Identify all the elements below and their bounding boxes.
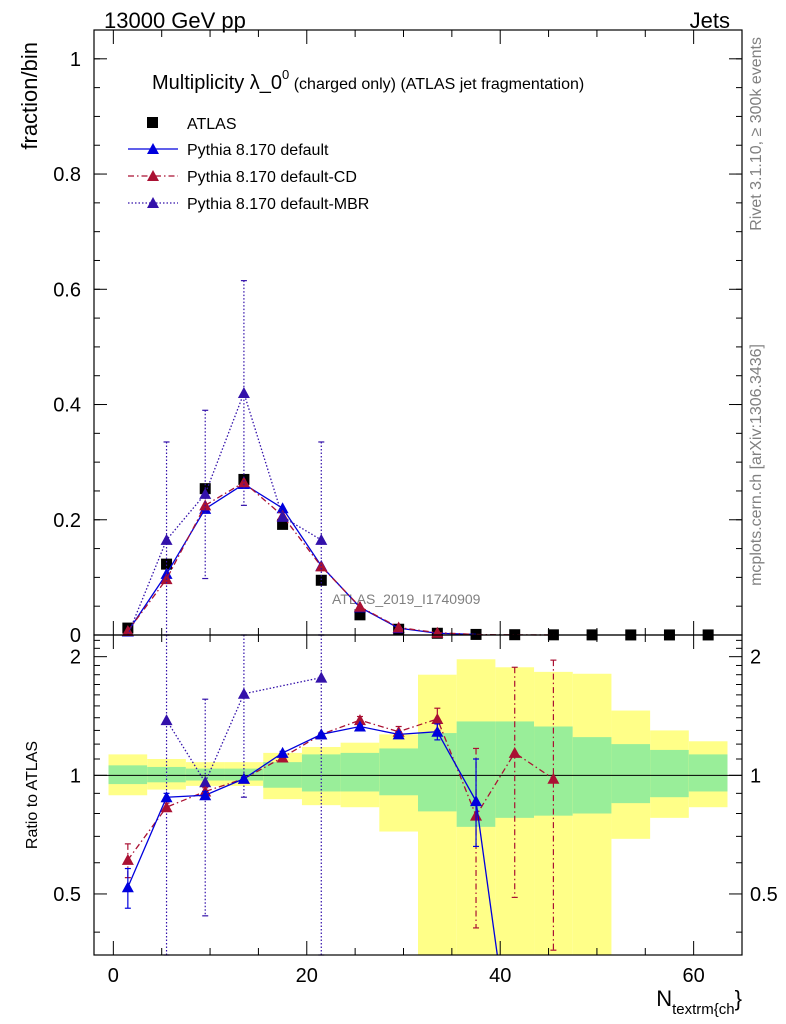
ratio-y-tick-label-right: 0.5: [750, 884, 778, 906]
ratio-cd-marker: [160, 801, 173, 813]
data-series: [121, 280, 714, 956]
legend-item-default: Pythia 8.170 default: [128, 142, 329, 159]
plot-title: Multiplicity λ_00 (charged only) (ATLAS …: [152, 67, 584, 94]
x-axis-label: Ntextrm{ch}: [656, 986, 742, 1018]
ratio-plot-frame: [93, 634, 743, 956]
atlas-data-point: [315, 574, 327, 586]
uncertainty-bands: [108, 659, 728, 955]
ratio-cd-marker: [547, 772, 560, 784]
main-y-tick-label: 1: [70, 49, 81, 71]
ratio-cd-marker: [353, 714, 366, 726]
main-y-tick-label: 0.2: [53, 510, 81, 532]
ratio-y-tick-label: 1: [70, 765, 81, 787]
band-inner-bin: [611, 744, 651, 804]
ratio-default-marker: [237, 772, 250, 784]
main-cd-line: [127, 481, 554, 636]
ratio-default-marker: [470, 795, 483, 807]
main-y-tick-label: 0: [70, 625, 81, 647]
ratio-y-axis-label: Ratio to ATLAS: [24, 741, 41, 849]
legend-item-cd: Pythia 8.170 default-CD: [128, 169, 357, 186]
ratio-y-tick-label-right: 1: [750, 765, 761, 787]
ratio-mbr-marker: [315, 671, 328, 683]
x-tick-label: 40: [489, 965, 511, 987]
main-y-tick-label: 0.4: [53, 395, 81, 417]
main-default-marker: [276, 502, 289, 514]
axis-ticks: 00.20.40.60.810.5 0.51 12 20 20 40 60: [53, 30, 778, 987]
legend-marker-mbr: [147, 197, 159, 208]
x-axis-label-sub: textrm{ch: [672, 1001, 735, 1018]
plot-frames: [93, 29, 743, 956]
ratio-default-marker: [315, 728, 328, 740]
legend-label-cd: Pythia 8.170 default-CD: [187, 169, 357, 186]
atlas-data-point: [354, 609, 366, 621]
ratio-default-marker: [431, 725, 444, 737]
ratio-y-tick-label-right: 2: [750, 647, 761, 669]
plot-title-suffix: (charged only) (ATLAS jet fragmentation): [289, 76, 584, 93]
band-inner-bin: [688, 754, 728, 792]
main-y-tick-label: 0.6: [53, 279, 81, 301]
ratio-y-tick-label: 0.5: [53, 884, 81, 906]
main-mbr-marker: [160, 533, 173, 545]
legend: ATLAS Pythia 8.170 default Pythia 8.170 …: [128, 116, 369, 213]
legend-marker-atlas: [147, 117, 158, 128]
main-default-line: [127, 483, 477, 636]
legend-item-mbr: Pythia 8.170 default-MBR: [128, 196, 369, 213]
band-outer-bin: [572, 673, 612, 955]
plot-title-main: Multiplicity λ_0: [152, 72, 282, 94]
legend-marker-default: [147, 143, 159, 154]
analysis-watermark: ATLAS_2019_I1740909: [332, 591, 481, 607]
ratio-default-marker: [160, 791, 173, 803]
main-mbr-line: [127, 391, 322, 636]
legend-label-mbr: Pythia 8.170 default-MBR: [187, 196, 369, 213]
band-inner-bin: [379, 748, 418, 796]
main-mbr-marker: [315, 533, 328, 545]
ratio-cd-line: [127, 718, 554, 861]
atlas-data-point: [277, 518, 289, 530]
legend-item-atlas: ATLAS: [147, 116, 237, 133]
legend-label-atlas: ATLAS: [187, 116, 237, 133]
main-y-axis-label: fraction/bin: [17, 42, 42, 150]
main-cd-marker: [121, 624, 134, 636]
main-cd-marker: [392, 621, 405, 633]
ratio-default-marker: [276, 746, 289, 758]
ratio-default-marker: [353, 720, 366, 732]
rivet-version-label: Rivet 3.1.10, ≥ 300k events: [748, 37, 765, 231]
ratio-y-tick-label: 2: [70, 647, 81, 669]
ratio-mbr-marker: [199, 776, 212, 788]
mcplots-reference-label: mcplots.cern.ch [arXiv:1306.3436]: [748, 344, 765, 586]
atlas-data-point: [161, 558, 173, 570]
band-inner-bin: [147, 766, 186, 783]
legend-marker-cd: [147, 170, 159, 181]
main-mbr-marker: [199, 487, 212, 499]
band-inner-bin: [185, 768, 225, 781]
x-axis-label-suffix: }: [735, 986, 742, 1011]
header-process-label: Jets: [690, 8, 730, 33]
ratio-default-marker: [121, 881, 134, 893]
band-inner-bin: [108, 765, 148, 785]
x-axis-label-main: N: [656, 986, 672, 1011]
x-tick-label: 0: [108, 965, 119, 987]
ratio-default-marker: [199, 789, 212, 801]
x-tick-label: 60: [683, 965, 705, 987]
band-inner-bin: [650, 749, 689, 798]
header-energy-label: 13000 GeV pp: [104, 8, 246, 33]
ratio-mbr-marker: [160, 714, 173, 726]
plot-title-sup: 0: [282, 67, 289, 82]
ratio-cd-marker: [508, 746, 521, 758]
main-mbr-marker: [276, 510, 289, 522]
main-cd-marker: [237, 476, 250, 488]
main-mbr-marker: [237, 387, 250, 398]
ratio-default-marker: [392, 728, 405, 740]
legend-label-default: Pythia 8.170 default: [187, 142, 329, 159]
band-inner-bin: [418, 733, 457, 812]
ratio-cd-marker: [431, 712, 444, 724]
x-tick-label: 20: [296, 965, 318, 987]
main-y-tick-label: 0.8: [53, 164, 81, 186]
ratio-cd-marker: [121, 853, 134, 865]
ratio-mbr-marker: [237, 687, 250, 699]
band-inner-bin: [340, 752, 380, 792]
main-cd-marker: [353, 600, 366, 612]
